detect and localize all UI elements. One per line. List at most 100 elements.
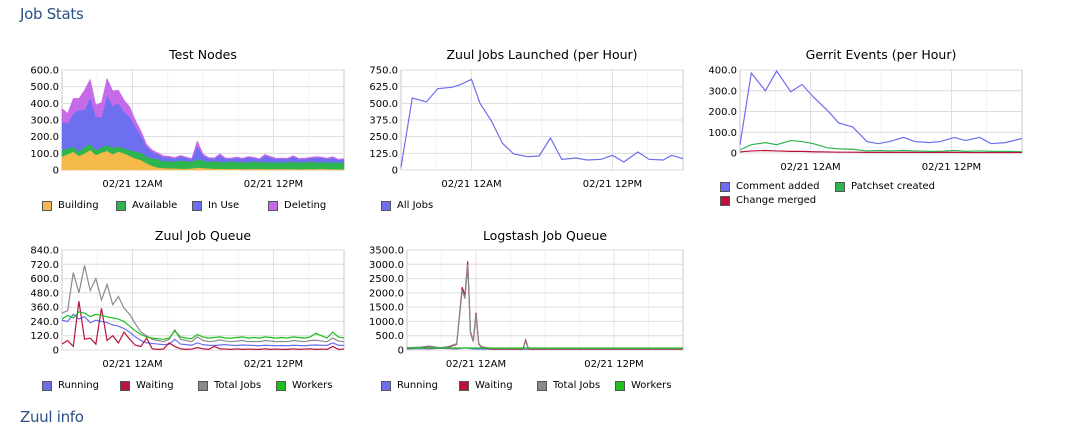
y-tick-label: 600.0 xyxy=(30,274,59,285)
legend-label: Patchset created xyxy=(851,181,936,192)
y-tick-label: 120.0 xyxy=(30,331,59,342)
y-tick-label: 250.0 xyxy=(369,132,398,143)
line-series-all-jobs xyxy=(400,78,684,168)
legend-item: Total Jobs xyxy=(198,380,261,391)
x-tick-label: 02/21 12PM xyxy=(244,359,303,370)
y-tick-label: 400.0 xyxy=(30,99,59,110)
legend-item: Waiting xyxy=(120,380,174,391)
y-tick-label: 500.0 xyxy=(30,82,59,93)
legend-label: Waiting xyxy=(475,380,513,391)
legend-label: Building xyxy=(58,200,99,211)
y-tick-label: 0 xyxy=(53,346,59,357)
legend-swatch xyxy=(720,181,730,192)
legend-item: Building xyxy=(42,200,99,211)
zuul-info-heading: Zuul info xyxy=(20,408,84,426)
legend-swatch xyxy=(276,380,286,391)
y-tick-label: 840.0 xyxy=(30,246,59,257)
y-tick-label: 480.0 xyxy=(30,288,59,299)
x-tick-label: 02/21 12AM xyxy=(446,359,506,370)
y-tick-label: 400.0 xyxy=(708,66,737,77)
x-tick-label: 02/21 12AM xyxy=(441,179,501,190)
legend-swatch xyxy=(615,380,625,391)
legend-swatch xyxy=(459,380,469,391)
legend-item: Running xyxy=(381,380,438,391)
legend-label: Available xyxy=(132,200,178,211)
legend-swatch xyxy=(120,380,130,391)
y-tick-label: 100.0 xyxy=(30,149,59,160)
y-tick-label: 1500.0 xyxy=(369,303,404,314)
legend-swatch xyxy=(192,200,202,211)
legend-label: Total Jobs xyxy=(214,380,262,391)
y-tick-label: 720.0 xyxy=(30,260,59,271)
x-tick-label: 02/21 12PM xyxy=(584,359,643,370)
legend-label: Waiting xyxy=(136,380,174,391)
y-tick-label: 0 xyxy=(53,166,59,177)
legend-label: All Jobs xyxy=(397,200,434,211)
y-tick-label: 100.0 xyxy=(708,128,737,139)
line-series-comment-added xyxy=(739,69,1023,145)
chart-title: Logstash Job Queue xyxy=(482,228,608,243)
line-series-running xyxy=(61,313,345,347)
y-tick-label: 300.0 xyxy=(708,86,737,97)
chart-title: Test Nodes xyxy=(169,47,237,62)
chart-svg: 600.0 500.0 400.0 300.0 200.0 100.0 0 02/21 12A… xyxy=(30,66,345,190)
legend-label: Change merged xyxy=(736,195,817,206)
y-tick-label: 125.0 xyxy=(369,149,398,160)
legend-item: Workers xyxy=(276,380,332,391)
chart-test-nodes: Test Nodes 600.0 500.0 400.0 300.0 200.0 100.… xyxy=(0,0,360,220)
legend-swatch xyxy=(268,200,278,211)
x-tick-label: 02/21 12PM xyxy=(922,162,981,173)
y-tick-label: 3500.0 xyxy=(369,246,404,257)
chart-zuul-job-queue: Zuul Job Queue 840.0 720.0 600.0 480.0 360.0… xyxy=(0,0,360,400)
x-tick-label: 02/21 12PM xyxy=(583,179,642,190)
y-tick-label: 1000.0 xyxy=(369,317,404,328)
x-tick-label: 02/21 12PM xyxy=(244,179,303,190)
legend-swatch xyxy=(116,200,126,211)
chart-svg: 840.0 720.0 600.0 480.0 360.0 240.0 120.0 0 02/2… xyxy=(30,246,345,370)
legend-item: All Jobs xyxy=(381,200,433,211)
line-series-change-merged xyxy=(739,149,1022,154)
chart-title: Gerrit Events (per Hour) xyxy=(805,47,957,62)
y-tick-label: 200.0 xyxy=(30,132,59,143)
line-series-waiting xyxy=(61,301,345,351)
legend-item: Comment added xyxy=(720,181,820,192)
y-tick-label: 240.0 xyxy=(30,317,59,328)
legend-swatch xyxy=(381,200,391,211)
y-tick-label: 500.0 xyxy=(369,99,398,110)
chart-logstash-job-queue: Logstash Job Queue 3500.0 3000.0 2500.0 200… xyxy=(369,228,684,391)
y-tick-label: 600.0 xyxy=(30,66,59,77)
y-tick-label: 3000.0 xyxy=(369,260,404,271)
legend-label: In Use xyxy=(208,200,240,211)
legend-swatch xyxy=(835,181,845,192)
legend-swatch xyxy=(42,200,52,211)
legend-swatch xyxy=(381,380,391,391)
legend-item: Available xyxy=(116,200,177,211)
legend-swatch xyxy=(198,380,208,391)
legend-label: Running xyxy=(397,380,438,391)
legend-label: Comment added xyxy=(736,181,820,192)
legend-label: Running xyxy=(58,380,99,391)
legend-label: Total Jobs xyxy=(553,380,601,391)
y-tick-label: 0 xyxy=(731,149,737,160)
y-tick-label: 0 xyxy=(398,346,404,357)
legend-swatch xyxy=(720,195,730,206)
legend-item: Workers xyxy=(615,380,671,391)
x-tick-label: 02/21 12AM xyxy=(102,179,162,190)
y-tick-label: 200.0 xyxy=(708,107,737,118)
job-stats-heading: Job Stats xyxy=(20,5,84,23)
x-tick-label: 02/21 12AM xyxy=(102,359,162,370)
legend-label: Workers xyxy=(631,380,672,391)
legend-item: Patchset created xyxy=(835,181,935,192)
legend-label: Workers xyxy=(292,380,333,391)
y-tick-label: 500.0 xyxy=(375,331,404,342)
chart-svg: 3500.0 3000.0 2500.0 2000.0 1500.0 1000.0 500.… xyxy=(369,246,684,370)
line-series-patchset-created xyxy=(739,139,1023,153)
legend-item: Running xyxy=(42,380,99,391)
y-tick-label: 750.0 xyxy=(369,66,398,77)
y-tick-label: 2500.0 xyxy=(369,274,404,285)
legend-item: Change merged xyxy=(720,195,816,206)
chart-svg: 400.0 300.0 200.0 100.0 0 02/21 12AM 02/21 12P… xyxy=(708,66,1023,173)
legend-item: Total Jobs xyxy=(537,380,600,391)
chart-svg: 750.0 625.0 500.0 375.0 250.0 125.0 0 02/21 12A… xyxy=(369,66,684,190)
legend-item: Waiting xyxy=(459,380,513,391)
